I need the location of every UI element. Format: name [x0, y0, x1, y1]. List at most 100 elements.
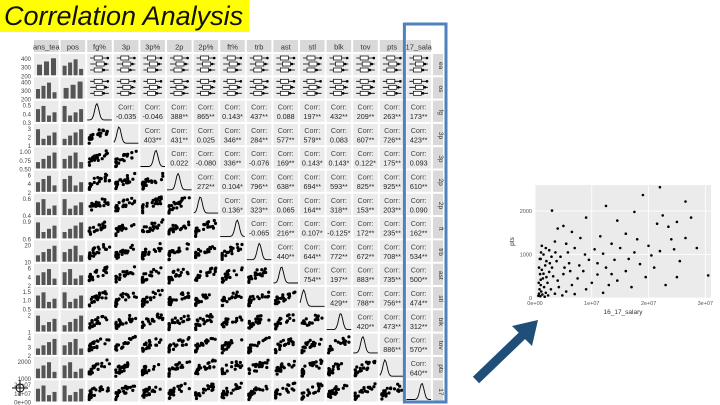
boxplot-outlier: [182, 68, 185, 72]
scatter-point: [235, 290, 239, 294]
corr-label: Corr:: [145, 126, 161, 135]
scatter-point: [201, 391, 205, 395]
scatter-point: [146, 317, 150, 321]
scatter-point: [97, 251, 101, 255]
scatter-point: [119, 250, 123, 254]
scatter-point: [151, 204, 155, 208]
corr-value: 312**: [410, 322, 428, 331]
boxplot-outlier: [157, 86, 161, 89]
matrix-cell-1-3: [113, 77, 139, 99]
matrix-cell-bg: [246, 240, 272, 262]
histogram-bar: [52, 92, 57, 99]
scatter-point: [353, 395, 357, 399]
boxplot-outlier: [155, 92, 159, 95]
matrix-cell-bg: [167, 356, 192, 379]
matrix-cell-bg: [167, 287, 192, 309]
scatter-point: [179, 389, 183, 393]
corr-label: Corr:: [358, 266, 374, 275]
scatter-point: [279, 340, 283, 344]
matrix-cell-bg: [379, 147, 405, 169]
matrix-cell-0-5: [167, 54, 192, 76]
data-point: [661, 214, 664, 217]
scatter-point: [92, 246, 96, 250]
matrix-cell-3-3: [113, 123, 139, 146]
corr-value: 500**: [410, 275, 428, 284]
scatter-point: [205, 319, 209, 323]
matrix-cell-bg: [60, 100, 86, 122]
scatter-point: [148, 227, 152, 231]
scatter-point: [330, 370, 334, 374]
data-point: [684, 200, 687, 203]
scatter-point: [353, 397, 357, 401]
boxplot-box: [253, 78, 263, 84]
left-axis-tick-label: 0.75: [19, 159, 31, 165]
histogram-bar: [52, 318, 57, 332]
matrix-cell-10-9: [273, 287, 298, 309]
corr-label: Corr:: [411, 359, 427, 368]
boxplot-box: [226, 55, 236, 61]
scatter-point: [278, 367, 282, 371]
matrix-cell-2-7: Corr:0.143*: [220, 100, 245, 122]
scatter-point: [240, 266, 244, 270]
density-curve: [140, 149, 165, 167]
scatter-point: [158, 293, 162, 297]
scatter-point: [96, 339, 100, 343]
y-tick-label: 2000: [520, 209, 532, 215]
scatter-point: [132, 265, 137, 269]
matrix-cell-bg: [353, 100, 378, 122]
scatter-point: [174, 367, 178, 371]
scatter-point: [94, 270, 98, 274]
matrix-cell-6-12: Corr:153**: [353, 193, 378, 216]
scatter-point: [396, 382, 400, 386]
scatter-point: [305, 323, 309, 327]
matrix-cell-6-8: Corr:323**: [246, 193, 272, 216]
scatter-point: [103, 342, 107, 346]
scatter-point: [114, 253, 118, 257]
matrix-cell-0-6: [193, 54, 219, 76]
scatter-point: [115, 343, 119, 347]
data-point: [613, 258, 616, 262]
matrix-cell-8-12: Corr:672**: [353, 240, 378, 262]
scatter-point: [128, 385, 132, 389]
data-point: [568, 269, 572, 273]
matrix-cell-6-5: [167, 193, 192, 216]
scatter-point: [157, 223, 161, 227]
matrix-cell-bg: [34, 193, 59, 216]
scatter-point: [247, 304, 251, 308]
scatter-point: [168, 396, 172, 400]
data-point: [610, 242, 613, 245]
scatter-point: [97, 180, 101, 184]
scatter-point: [176, 384, 180, 388]
scatter-point: [224, 275, 228, 280]
data-point: [650, 254, 653, 257]
scatter-point: [210, 266, 214, 270]
scatter-point: [210, 359, 214, 363]
data-point: [539, 283, 542, 287]
data-point: [545, 275, 548, 279]
column-header-strip: [60, 40, 86, 52]
scatter-point: [183, 196, 187, 200]
data-point: [559, 255, 562, 258]
matrix-cell-8-4: [140, 240, 165, 262]
scatter-point: [103, 247, 108, 251]
scatter-point: [222, 325, 226, 329]
histogram-bar: [73, 391, 78, 402]
scatter-point: [114, 187, 118, 191]
histogram-bar: [68, 269, 73, 285]
data-point: [570, 283, 574, 287]
scatter-point: [343, 342, 347, 346]
scatter-point: [327, 389, 332, 393]
scatter-point: [373, 382, 377, 386]
scatter-point: [320, 359, 324, 363]
data-point: [546, 294, 550, 297]
scatter-point: [260, 295, 264, 299]
scatter-point: [180, 297, 184, 301]
row-header-label: ast: [437, 271, 444, 280]
matrix-cell-13-1: [60, 356, 86, 379]
scatter-point: [96, 245, 100, 249]
scatter-point: [146, 345, 150, 349]
boxplot-outlier: [399, 80, 402, 83]
data-point: [556, 279, 559, 282]
scatter-point: [96, 274, 100, 278]
matrix-cell-0-1: [60, 54, 86, 76]
